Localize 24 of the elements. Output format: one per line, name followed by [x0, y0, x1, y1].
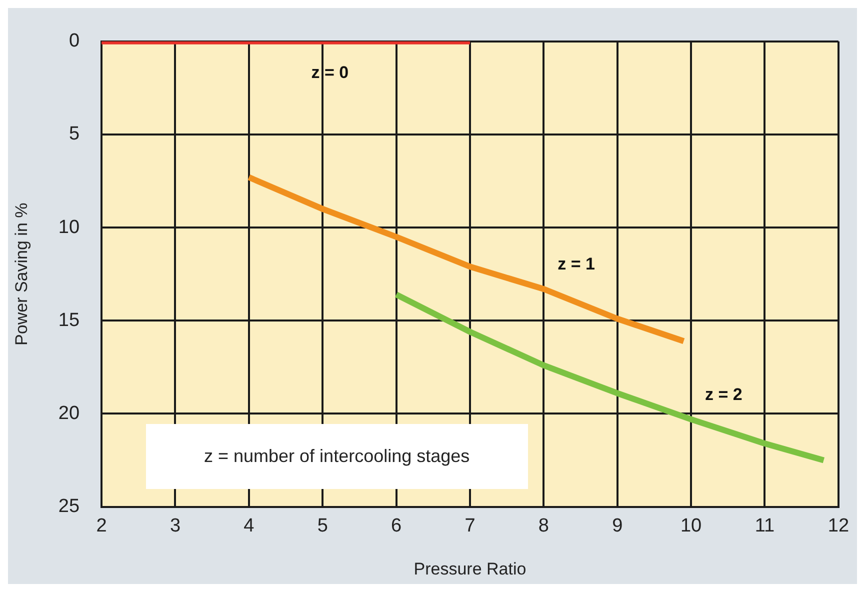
- y-tick-label: 20: [58, 402, 80, 424]
- x-axis-title: Pressure Ratio: [414, 559, 526, 578]
- x-tick-label: 12: [828, 515, 850, 536]
- y-tick-label: 0: [68, 30, 80, 52]
- y-tick-label: 5: [68, 124, 80, 145]
- x-tick-label: 11: [754, 515, 775, 536]
- x-tick-label: 7: [464, 515, 476, 536]
- series-label: z = 2: [705, 384, 742, 404]
- x-tick-label: 6: [391, 515, 402, 536]
- annotation: z = number of intercooling stages: [204, 446, 470, 466]
- x-tick-label: 8: [538, 515, 549, 536]
- y-tick-label: 10: [58, 216, 80, 238]
- x-tick-label: 9: [612, 515, 623, 536]
- y-tick-label: 15: [58, 310, 80, 331]
- x-tick-label: 5: [317, 515, 328, 536]
- y-tick-label: 25: [58, 496, 80, 518]
- x-tick-label: 3: [170, 515, 181, 536]
- x-tick-label: 2: [96, 515, 107, 536]
- x-tick-label: 4: [244, 515, 255, 536]
- note-box: z = number of intercooling stages: [146, 424, 528, 489]
- series-label: z = 1: [558, 254, 596, 274]
- series-label: z = 0: [311, 63, 349, 82]
- x-tick-label: 10: [680, 515, 702, 536]
- y-axis-title: Power Saving in %: [12, 202, 31, 346]
